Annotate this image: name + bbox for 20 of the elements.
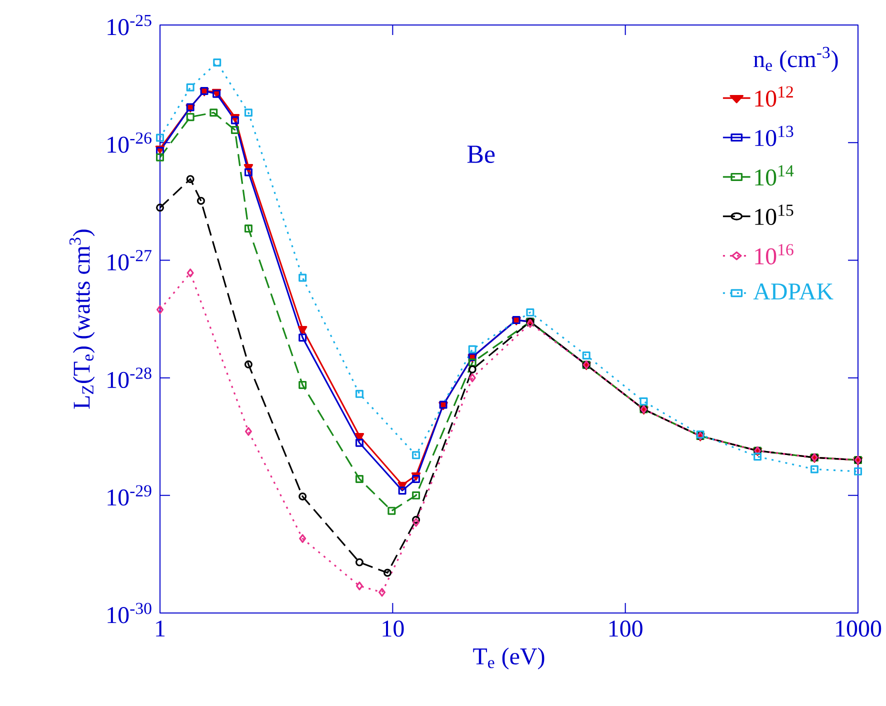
x-axis-title: T$_{e}$ (eV) (473, 648, 544, 670)
annotation: Be (467, 146, 495, 164)
y-tick-label: 10$^{-30}$ (108, 602, 152, 624)
y-tick-label: 10$^{-28}$ (108, 368, 152, 388)
legend-label: 10$^{16}$ (755, 244, 794, 264)
y-axis-title: L$_{Z}$(T$_{e}$) (watts cm$^{3}$) (69, 230, 95, 409)
y-tick-label: 10$^{-25}$ (108, 14, 152, 36)
x-tick-label: 1000 (836, 620, 882, 637)
legend-label: 10$^{15}$ (755, 204, 794, 226)
legend-label: 10$^{14}$ (755, 165, 794, 186)
legend-label: 10$^{13}$ (755, 126, 794, 146)
legend-label: ADPAK (753, 284, 834, 300)
legend-title: n$_{e}$ (cm$^{-3}$) (754, 46, 838, 72)
y-tick-label: 10$^{-29}$ (108, 485, 152, 506)
x-tick-label: 100 (609, 620, 642, 637)
x-tick-label: 10 (382, 620, 404, 637)
y-tick-label: 10$^{-27}$ (108, 250, 152, 270)
x-tick-label: 1 (156, 620, 165, 636)
y-tick-label: 10$^{-26}$ (108, 132, 152, 153)
legend-label: 10$^{12}$ (755, 86, 793, 107)
